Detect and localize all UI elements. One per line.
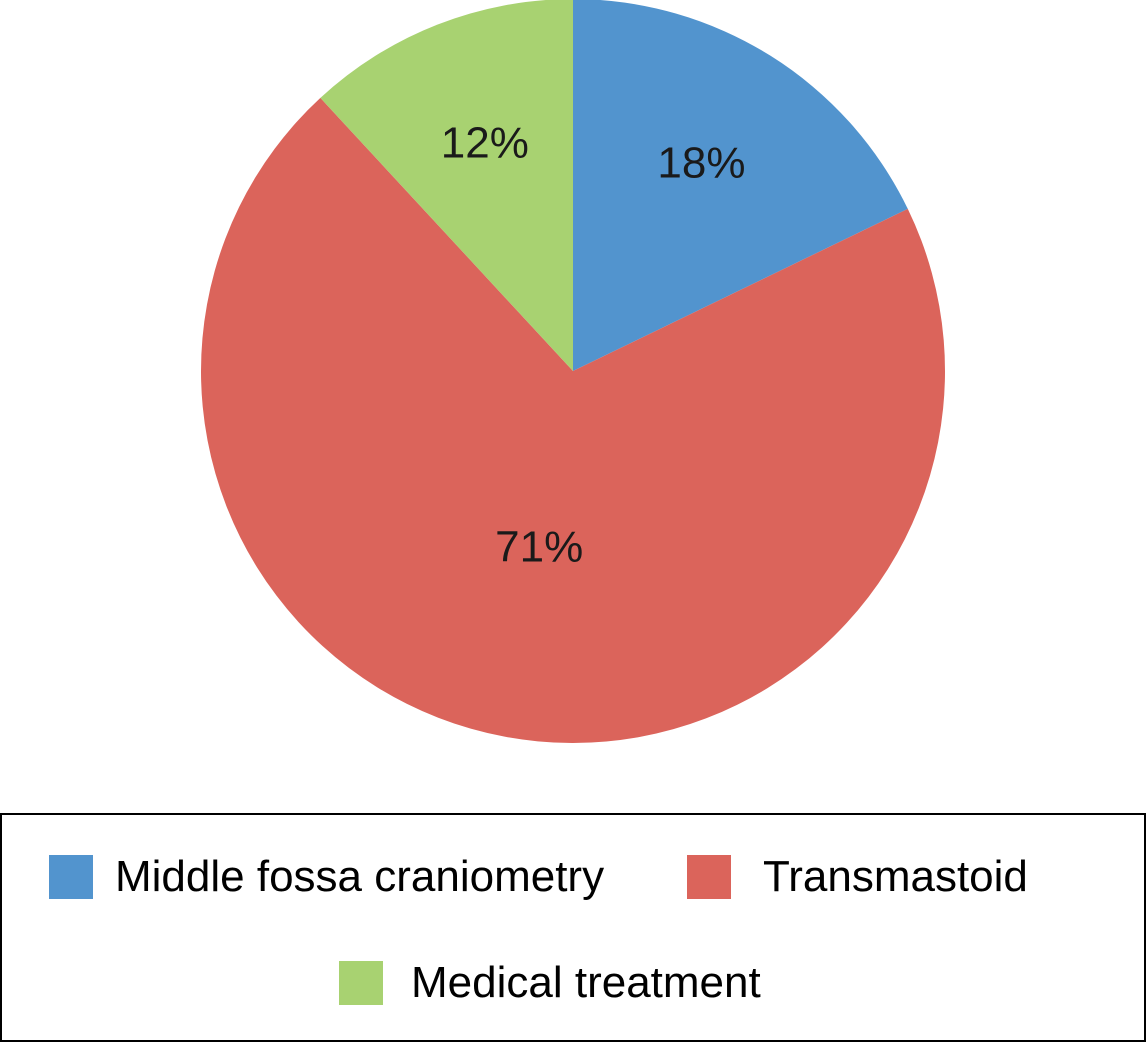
pie-label-medical-treatment: 12% bbox=[441, 118, 529, 167]
pie-slice-medical-treatment bbox=[320, 0, 573, 371]
chart-legend: Middle fossa craniometry Transmastoid Me… bbox=[0, 813, 1146, 1042]
pie-slice-transmastoid bbox=[200, 97, 946, 743]
pie-label-middle-fossa-craniometry: 18% bbox=[657, 139, 745, 188]
legend-label-middle-fossa-craniometry: Middle fossa craniometry bbox=[115, 852, 605, 901]
pie-label-transmastoid: 71% bbox=[495, 523, 583, 572]
legend-swatch-middle-fossa-craniometry bbox=[49, 855, 93, 899]
pie-slices bbox=[200, 0, 946, 743]
legend-item-transmastoid: Transmastoid bbox=[687, 852, 1028, 902]
legend-label-transmastoid: Transmastoid bbox=[763, 852, 1028, 901]
legend-swatch-medical-treatment bbox=[339, 961, 383, 1005]
pie-data-labels: 18% 71% 12% bbox=[441, 118, 746, 571]
pie-slice-middle-fossa-craniometry bbox=[573, 0, 908, 371]
legend-item-medical-treatment: Medical treatment bbox=[339, 958, 761, 1008]
legend-item-middle-fossa-craniometry: Middle fossa craniometry bbox=[49, 852, 604, 902]
legend-swatch-transmastoid bbox=[687, 855, 731, 899]
pie-chart: 18% 71% 12% bbox=[200, 0, 946, 743]
legend-label-medical-treatment: Medical treatment bbox=[411, 958, 761, 1007]
